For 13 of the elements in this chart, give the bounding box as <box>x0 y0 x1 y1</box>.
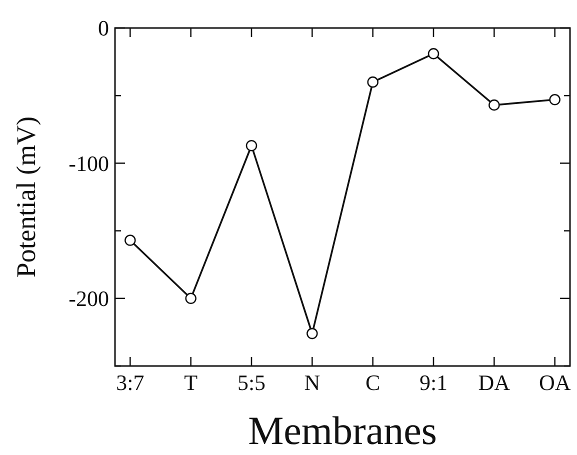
y-tick-label: -200 <box>68 286 109 312</box>
x-tick-label: T <box>184 370 198 395</box>
y-tick-label: -100 <box>68 150 109 176</box>
y-axis-title: Potential (mV) <box>11 116 41 278</box>
x-tick-label: OA <box>538 370 571 395</box>
y-tick-label: 0 <box>98 16 109 41</box>
x-axis-title: Membranes <box>248 408 437 453</box>
x-tick-label: N <box>304 370 320 395</box>
x-tick-label: 3:7 <box>116 370 144 395</box>
x-tick-label: 5:5 <box>237 370 266 395</box>
x-tick-label: DA <box>478 370 510 395</box>
x-tick-label: 9:1 <box>419 370 448 395</box>
x-tick-label: C <box>365 370 380 395</box>
